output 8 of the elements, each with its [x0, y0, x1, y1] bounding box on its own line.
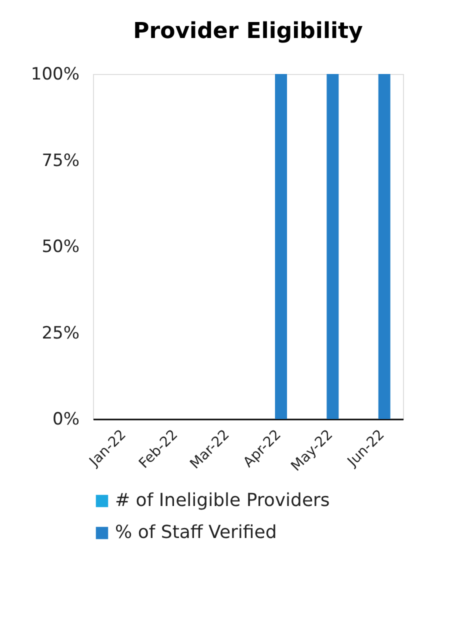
- y-tick-label: 50%: [42, 237, 80, 257]
- chart-title: Provider Eligibility: [133, 19, 363, 44]
- y-tick-label: 75%: [42, 150, 80, 171]
- y-tick-label: 0%: [52, 410, 80, 430]
- y-tick-label: 100%: [30, 64, 80, 84]
- legend-label: % of Staff Verified: [115, 522, 277, 543]
- y-tick-label: 25%: [42, 323, 80, 344]
- legend-label: # of Ineligible Providers: [115, 490, 330, 511]
